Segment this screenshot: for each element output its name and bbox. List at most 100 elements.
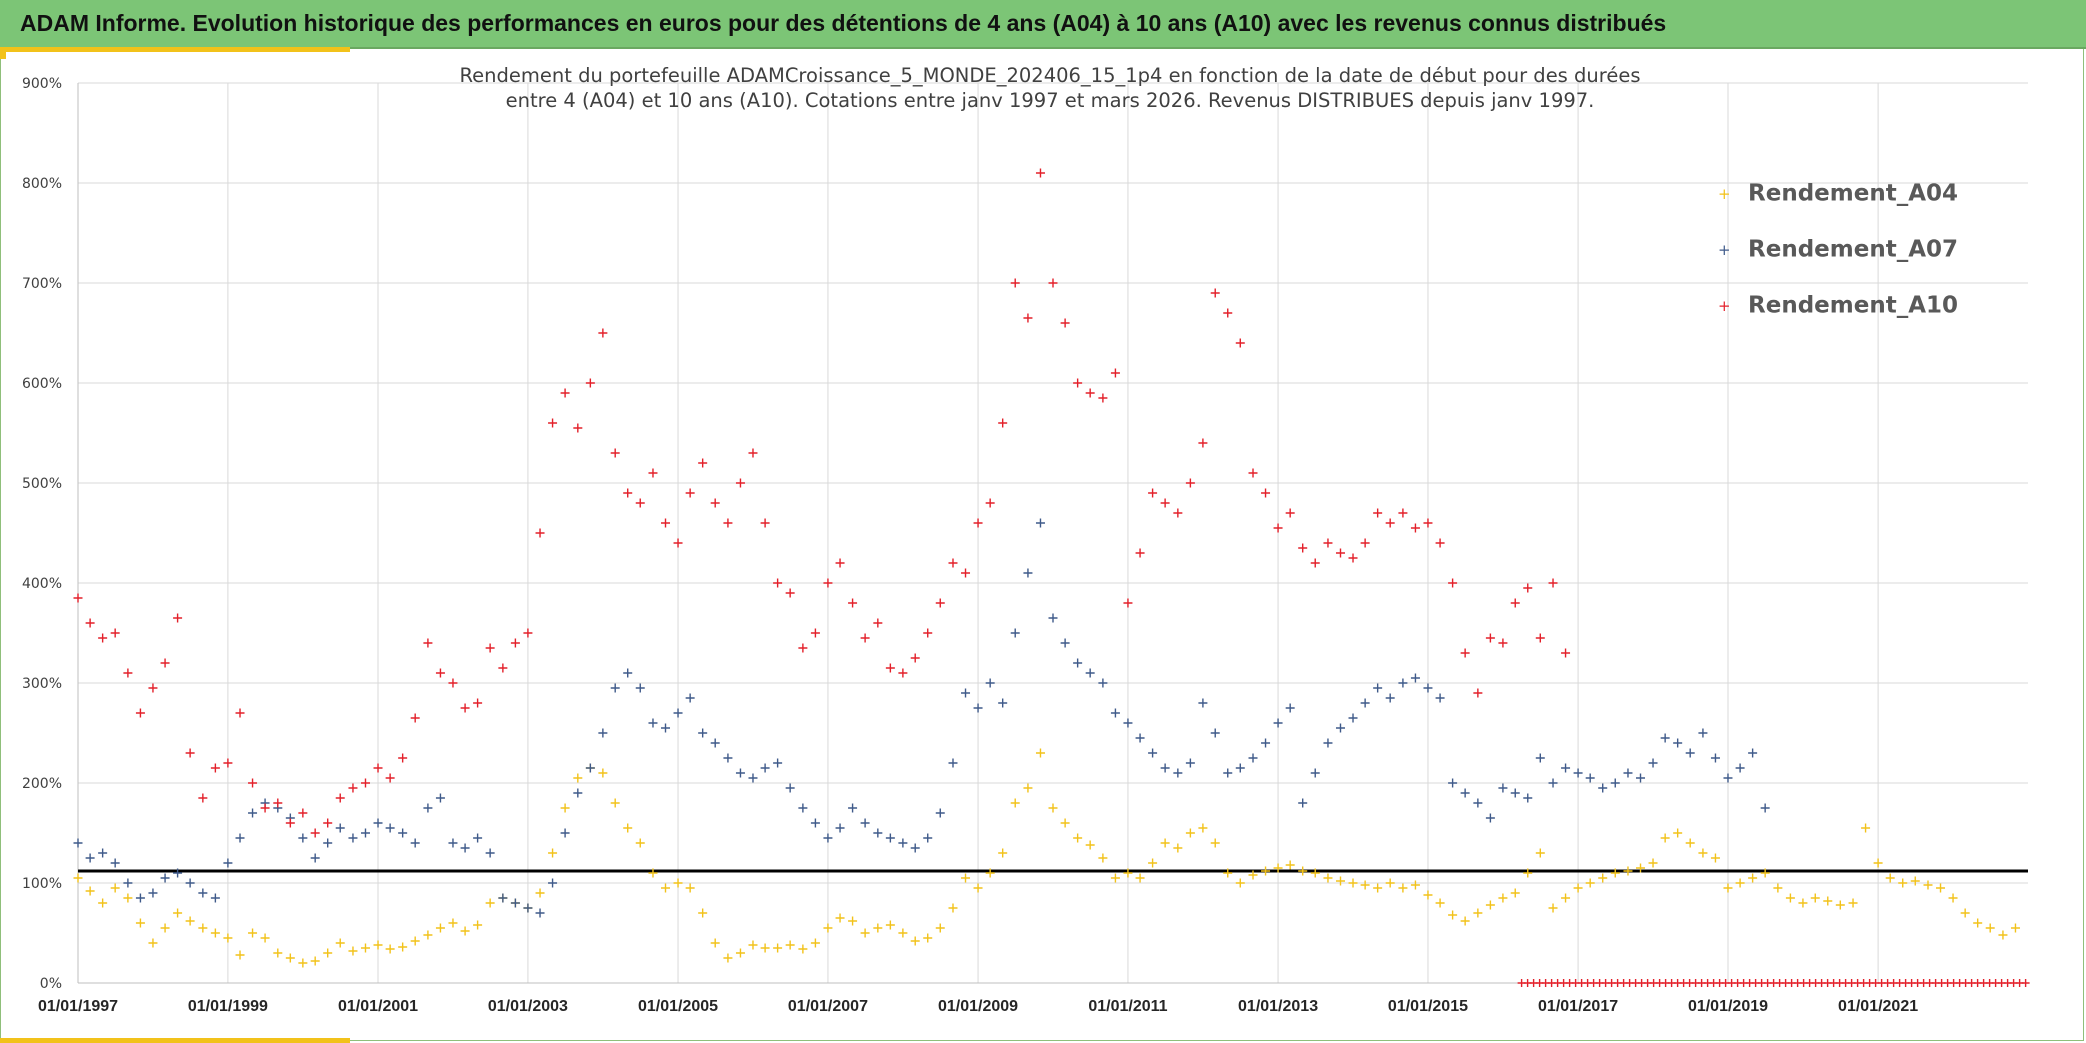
data-point <box>1573 768 1583 778</box>
data-point <box>1023 568 1033 578</box>
data-point <box>285 953 295 963</box>
data-point <box>1323 873 1333 883</box>
data-point <box>1210 838 1220 848</box>
data-point <box>310 828 320 838</box>
data-point <box>73 873 83 883</box>
data-point <box>1073 833 1083 843</box>
data-point <box>1498 638 1508 648</box>
data-point <box>685 883 695 893</box>
legend-item-a04: + Rendement_A04 <box>1718 180 1958 210</box>
data-point <box>948 758 958 768</box>
data-point <box>1123 868 1133 878</box>
x-tick-label: 01/01/2001 <box>338 998 418 1015</box>
data-point <box>1035 748 1045 758</box>
data-point <box>1261 488 1271 498</box>
data-point <box>1360 698 1370 708</box>
series-rendement_a10 <box>73 168 1571 838</box>
data-point <box>1273 718 1283 728</box>
data-point <box>1648 858 1658 868</box>
data-point <box>948 903 958 913</box>
data-point <box>760 943 770 953</box>
x-tick-label: 01/01/1997 <box>38 998 118 1015</box>
data-point <box>898 838 908 848</box>
data-point <box>985 498 995 508</box>
data-point <box>160 658 170 668</box>
data-point <box>785 940 795 950</box>
data-point <box>123 878 133 888</box>
data-point <box>585 378 595 388</box>
data-point <box>1360 880 1370 890</box>
x-tick-label: 01/01/2021 <box>1838 998 1918 1015</box>
data-point <box>448 678 458 688</box>
data-point <box>410 713 420 723</box>
data-point <box>1010 278 1020 288</box>
data-point <box>173 868 183 878</box>
chart-title-line-1: Rendement du portefeuille ADAMCroissance… <box>459 64 1641 87</box>
data-point <box>735 478 745 488</box>
data-point <box>1585 878 1595 888</box>
data-point <box>360 828 370 838</box>
data-point <box>410 838 420 848</box>
data-point <box>1435 898 1445 908</box>
data-point <box>348 783 358 793</box>
data-point <box>485 643 495 653</box>
data-point <box>1548 578 1558 588</box>
data-point <box>1285 703 1295 713</box>
data-point <box>1685 838 1695 848</box>
x-tick-label: 01/01/2015 <box>1388 998 1468 1015</box>
data-point <box>710 498 720 508</box>
data-point <box>635 683 645 693</box>
data-point <box>1398 883 1408 893</box>
data-point <box>160 923 170 933</box>
data-point <box>1198 823 1208 833</box>
data-point <box>935 923 945 933</box>
marker-band <box>1517 979 2030 987</box>
data-point <box>848 916 858 926</box>
data-point <box>661 723 671 733</box>
data-point <box>1010 628 1020 638</box>
data-point <box>1561 763 1571 773</box>
data-point <box>1298 798 1308 808</box>
data-point <box>935 598 945 608</box>
data-point <box>410 936 420 946</box>
data-point <box>961 568 971 578</box>
data-point <box>1098 853 1108 863</box>
data-point <box>248 928 258 938</box>
data-point <box>1498 783 1508 793</box>
data-point <box>1185 478 1195 488</box>
grid-lines <box>77 82 2028 984</box>
data-point <box>323 948 333 958</box>
data-point <box>1473 798 1483 808</box>
data-point <box>1485 813 1495 823</box>
data-point <box>560 803 570 813</box>
data-point <box>73 838 83 848</box>
data-point <box>510 898 520 908</box>
data-point <box>548 848 558 858</box>
data-point <box>310 956 320 966</box>
data-point <box>1448 778 1458 788</box>
data-point <box>1148 858 1158 868</box>
y-tick-label: 900% <box>22 76 62 92</box>
data-point <box>173 613 183 623</box>
data-point <box>1760 868 1770 878</box>
data-point <box>1310 868 1320 878</box>
data-point <box>1598 873 1608 883</box>
data-point <box>1248 870 1258 880</box>
data-point <box>1073 378 1083 388</box>
data-point <box>1723 883 1733 893</box>
data-point <box>560 828 570 838</box>
data-point <box>323 818 333 828</box>
data-point <box>1623 768 1633 778</box>
data-point <box>1760 803 1770 813</box>
data-point <box>1510 788 1520 798</box>
data-point <box>135 893 145 903</box>
data-point <box>1373 508 1383 518</box>
data-point <box>373 818 383 828</box>
data-point <box>223 933 233 943</box>
band-point <box>2021 979 2030 987</box>
data-point <box>1173 508 1183 518</box>
data-point <box>473 833 483 843</box>
data-point <box>961 688 971 698</box>
chart-title-line-2: entre 4 (A04) et 10 ans (A10). Cotations… <box>505 89 1595 112</box>
data-point <box>1160 838 1170 848</box>
